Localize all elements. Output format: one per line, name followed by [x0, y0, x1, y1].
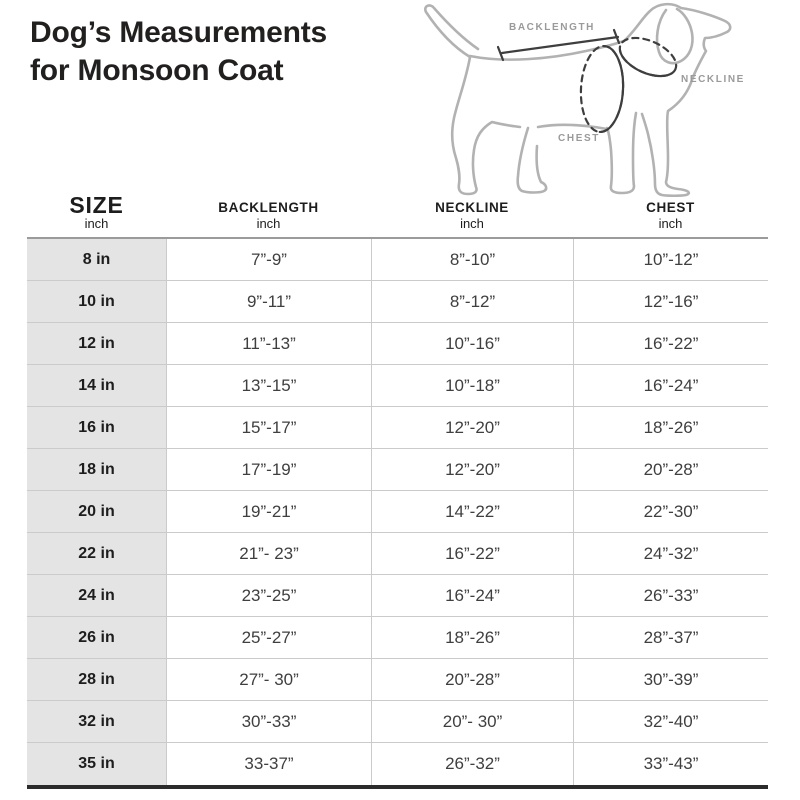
neckline-cell: 10”-18” — [371, 365, 573, 406]
page-title-line2: for Monsoon Coat — [30, 54, 284, 87]
column-header-neckline-unit: inch — [460, 216, 484, 231]
backlength-label: BACKLENGTH — [509, 22, 595, 33]
table-row: 14 in 13”-15” 10”-18” 16”-24” — [27, 365, 768, 407]
backlength-cell: 7”-9” — [166, 239, 371, 280]
neckline-label: NECKLINE — [681, 74, 745, 85]
table-row: 12 in 11”-13” 10”-16” 16”-22” — [27, 323, 768, 365]
backlength-cell: 13”-15” — [166, 365, 371, 406]
chest-cell: 10”-12” — [573, 239, 768, 280]
neckline-cell: 26”-32” — [371, 743, 573, 785]
column-header-chest-label: CHEST — [646, 200, 695, 215]
column-header-backlength: BACKLENGTH inch — [166, 200, 371, 232]
chest-cell: 16”-24” — [573, 365, 768, 406]
neckline-cell: 12”-20” — [371, 449, 573, 490]
size-cell: 26 in — [27, 617, 166, 658]
backlength-cell: 17”-19” — [166, 449, 371, 490]
neckline-cell: 18”-26” — [371, 617, 573, 658]
neckline-cell: 10”-16” — [371, 323, 573, 364]
neckline-cell: 12”-20” — [371, 407, 573, 448]
size-cell: 20 in — [27, 491, 166, 532]
chest-cell: 32”-40” — [573, 701, 768, 742]
backlength-cell: 30”-33” — [166, 701, 371, 742]
column-header-backlength-unit: inch — [256, 216, 281, 231]
backlength-measure-line — [496, 28, 621, 62]
chest-cell: 20”-28” — [573, 449, 768, 490]
chest-cell: 22”-30” — [573, 491, 768, 532]
neckline-cell: 16”-24” — [371, 575, 573, 616]
table-row: 20 in 19”-21” 14”-22” 22”-30” — [27, 491, 768, 533]
size-cell: 8 in — [27, 239, 166, 280]
table-row: 8 in 7”-9” 8”-10” 10”-12” — [27, 239, 768, 281]
column-header-backlength-label: BACKLENGTH — [218, 200, 319, 215]
table-row: 16 in 15”-17” 12”-20” 18”-26” — [27, 407, 768, 449]
size-table: SIZE inch BACKLENGTH inch NECKLINE inch … — [27, 194, 768, 789]
backlength-cell: 9”-11” — [166, 281, 371, 322]
size-cell: 32 in — [27, 701, 166, 742]
backlength-cell: 25”-27” — [166, 617, 371, 658]
chest-cell: 12”-16” — [573, 281, 768, 322]
size-cell: 22 in — [27, 533, 166, 574]
size-cell: 10 in — [27, 281, 166, 322]
neckline-cell: 20”-28” — [371, 659, 573, 700]
table-row: 24 in 23”-25” 16”-24” 26”-33” — [27, 575, 768, 617]
column-header-neckline: NECKLINE inch — [371, 200, 573, 232]
page-title: Dog’s Measurements for Monsoon Coat — [30, 14, 327, 90]
neckline-cell: 8”-10” — [371, 239, 573, 280]
neckline-cell: 16”-22” — [371, 533, 573, 574]
backlength-cell: 19”-21” — [166, 491, 371, 532]
backlength-cell: 23”-25” — [166, 575, 371, 616]
backlength-cell: 15”-17” — [166, 407, 371, 448]
size-cell: 24 in — [27, 575, 166, 616]
backlength-cell: 11”-13” — [166, 323, 371, 364]
backlength-cell: 27”- 30” — [166, 659, 371, 700]
table-row: 35 in 33-37” 26”-32” 33”-43” — [27, 743, 768, 785]
neckline-cell: 14”-22” — [371, 491, 573, 532]
size-cell: 35 in — [27, 743, 166, 785]
dog-outline — [424, 2, 732, 198]
chest-cell: 28”-37” — [573, 617, 768, 658]
neckline-cell: 8”-12” — [371, 281, 573, 322]
chest-cell: 26”-33” — [573, 575, 768, 616]
column-header-chest: CHEST inch — [573, 200, 768, 232]
backlength-cell: 21”- 23” — [166, 533, 371, 574]
size-cell: 28 in — [27, 659, 166, 700]
dog-illustration: BACKLENGTH NECKLINE CHEST — [424, 2, 745, 198]
table-row: 18 in 17”-19” 12”-20” 20”-28” — [27, 449, 768, 491]
chest-cell: 16”-22” — [573, 323, 768, 364]
size-cell: 14 in — [27, 365, 166, 406]
column-header-chest-unit: inch — [658, 216, 683, 231]
table-header-row: SIZE inch BACKLENGTH inch NECKLINE inch … — [27, 194, 768, 232]
table-row: 28 in 27”- 30” 20”-28” 30”-39” — [27, 659, 768, 701]
size-cell: 18 in — [27, 449, 166, 490]
chest-label: CHEST — [558, 133, 600, 144]
page-title-line1: Dog’s Measurements — [30, 16, 328, 49]
chest-ellipse — [579, 44, 625, 134]
chest-cell: 33”-43” — [573, 743, 768, 785]
table-row: 22 in 21”- 23” 16”-22” 24”-32” — [27, 533, 768, 575]
dog-diagram: BACKLENGTH NECKLINE CHEST — [400, 0, 800, 200]
column-header-size-unit: inch — [84, 216, 109, 231]
table-row: 32 in 30”-33” 20”- 30” 32”-40” — [27, 701, 768, 743]
column-header-neckline-label: NECKLINE — [435, 200, 509, 215]
chest-cell: 18”-26” — [573, 407, 768, 448]
table-row: 10 in 9”-11” 8”-12” 12”-16” — [27, 281, 768, 323]
column-header-size: SIZE inch — [27, 194, 166, 232]
column-header-size-label: SIZE — [69, 192, 124, 218]
size-cell: 12 in — [27, 323, 166, 364]
size-table-body: 8 in 7”-9” 8”-10” 10”-12” 10 in 9”-11” 8… — [27, 237, 768, 789]
chest-cell: 24”-32” — [573, 533, 768, 574]
neckline-cell: 20”- 30” — [371, 701, 573, 742]
size-cell: 16 in — [27, 407, 166, 448]
neckline-ellipse — [618, 36, 678, 78]
table-row: 26 in 25”-27” 18”-26” 28”-37” — [27, 617, 768, 659]
backlength-cell: 33-37” — [166, 743, 371, 785]
chest-cell: 30”-39” — [573, 659, 768, 700]
